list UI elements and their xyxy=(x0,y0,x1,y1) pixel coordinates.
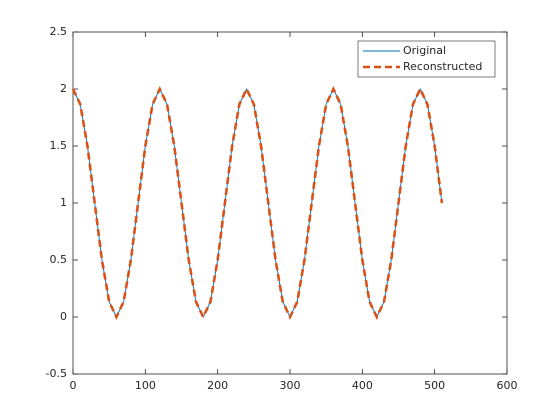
x-tick-label: 500 xyxy=(424,379,445,392)
y-tick-label: 0.5 xyxy=(50,253,68,266)
legend-label: Reconstructed xyxy=(403,60,482,73)
legend-label: Original xyxy=(403,44,446,57)
x-tick-label: 100 xyxy=(135,379,156,392)
legend-box xyxy=(357,40,496,78)
y-tick-label: 2 xyxy=(60,82,67,95)
y-tick-label: -0.5 xyxy=(46,367,67,380)
x-tick-label: 0 xyxy=(70,379,77,392)
y-tick-label: 0 xyxy=(60,310,67,323)
x-tick-label: 200 xyxy=(207,379,228,392)
x-tick-label: 600 xyxy=(497,379,518,392)
x-tick-label: 300 xyxy=(280,379,301,392)
y-tick-label: 2.5 xyxy=(50,25,68,38)
series-line xyxy=(71,85,444,321)
y-tick-label: 1.5 xyxy=(50,139,68,152)
x-tick-label: 400 xyxy=(352,379,373,392)
y-tick-label: 1 xyxy=(60,196,67,209)
